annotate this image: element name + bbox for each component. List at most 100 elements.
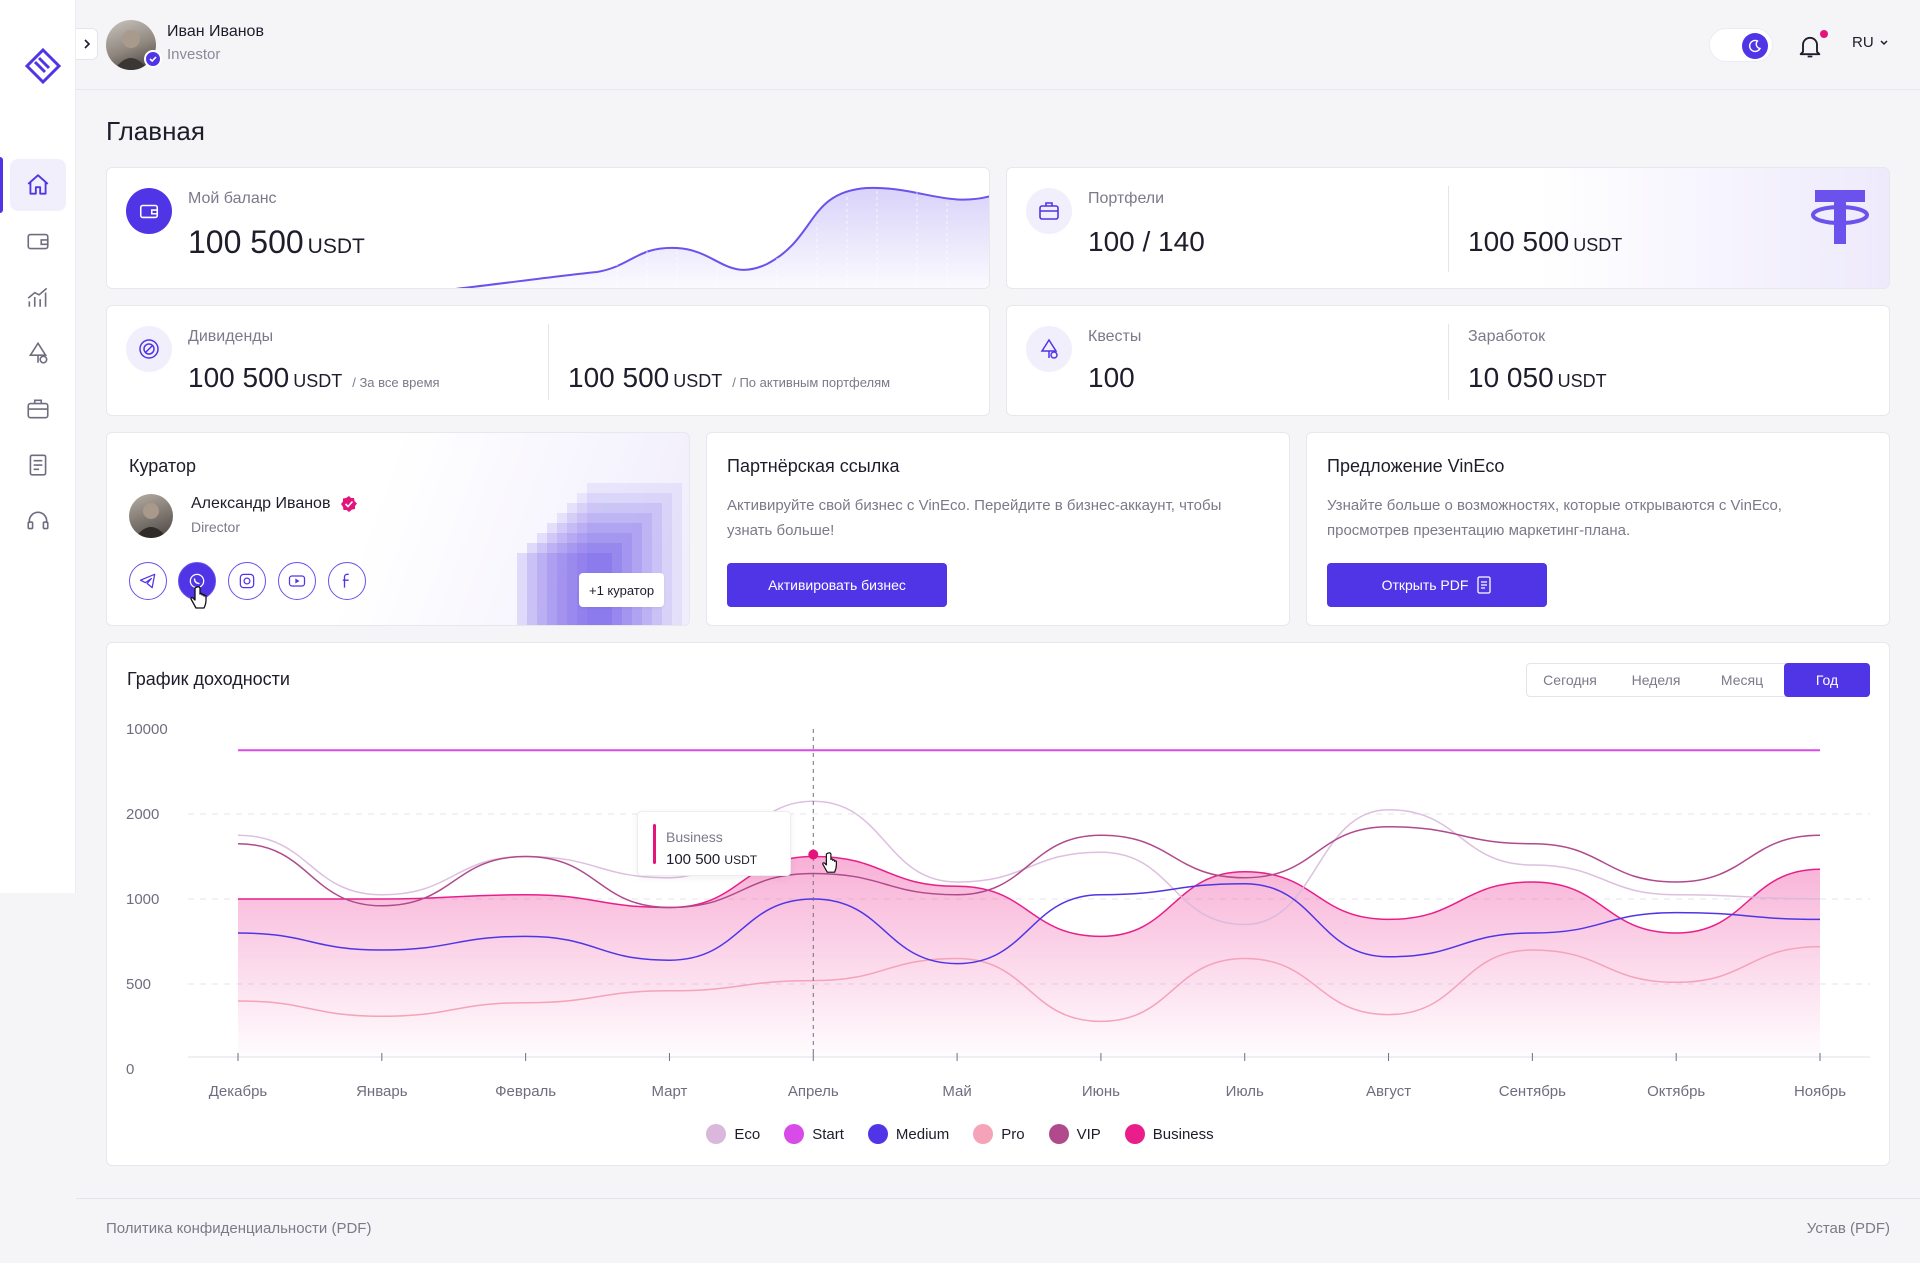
nav-home[interactable] (10, 159, 66, 211)
privacy-policy-link[interactable]: Политика конфиденциальности (PDF) (106, 1220, 372, 1237)
x-tick-label: Сентябрь (1499, 1083, 1566, 1100)
partner-text: Активируйте свой бизнес с VinEco. Перейд… (727, 497, 1222, 514)
facebook-button[interactable] (328, 562, 366, 600)
tab-month[interactable]: Месяц (1720, 672, 1764, 688)
quests-card: Квесты 100 Заработок 10 050 USDT (1006, 305, 1890, 416)
partner-card: Партнёрская ссылка Активируйте свой бизн… (706, 432, 1290, 626)
logo-icon[interactable] (23, 46, 63, 86)
verified-icon (341, 496, 358, 512)
offer-text: Узнайте больше о возможностях, которые о… (1327, 497, 1782, 514)
tooltip-value: 100 500 (666, 851, 721, 868)
tooltip-series: Business (666, 829, 723, 845)
user-name: Иван Иванов (167, 23, 264, 40)
nav-wallet[interactable] (10, 215, 66, 267)
legend-item-business[interactable]: Business (1124, 1124, 1214, 1144)
instagram-icon (239, 573, 255, 589)
telegram-button[interactable] (129, 562, 167, 600)
dividends-label: Дивиденды (188, 328, 274, 345)
dividends-card: Дивиденды 100 500 USDT / За все время 100 … (106, 305, 990, 416)
legend-swatch (1048, 1124, 1069, 1144)
youtube-button[interactable] (278, 562, 316, 600)
tab-year[interactable]: Год (1784, 663, 1870, 697)
document-icon (1477, 576, 1492, 594)
telegram-icon (139, 573, 156, 589)
footer-divider (76, 1198, 1920, 1199)
curator-avatar[interactable] (129, 494, 173, 538)
more-curators-button[interactable]: +1 куратор (579, 573, 665, 607)
legend-item-pro[interactable]: Pro (973, 1124, 1025, 1144)
nav-active-indicator (0, 157, 3, 213)
wallet-icon (126, 188, 172, 234)
hand-cursor-icon (822, 852, 837, 873)
x-tick-label: Декабрь (209, 1083, 268, 1100)
instagram-button[interactable] (228, 562, 266, 600)
chevron-right-icon (83, 39, 90, 49)
curator-role: Director (191, 519, 241, 535)
legend-label: VIP (1076, 1125, 1101, 1143)
legend-swatch (1124, 1124, 1145, 1144)
divider (548, 324, 549, 400)
portfolios-card: Портфели 100 / 140 100 500 USDT (1006, 167, 1890, 289)
nav-quests[interactable] (10, 327, 66, 379)
legend-item-start[interactable]: Start (784, 1124, 844, 1144)
y-tick-label: 10000 (126, 721, 168, 738)
x-tick-label: Июнь (1082, 1083, 1120, 1100)
y-tick-label: 500 (126, 976, 151, 993)
open-pdf-button[interactable]: Открыть PDF (1327, 563, 1547, 607)
legend-swatch (973, 1124, 994, 1144)
nav-analytics[interactable] (10, 271, 66, 323)
page-title: Главная (106, 116, 205, 146)
balance-label: Мой баланс (188, 190, 277, 207)
balance-sparkline (455, 186, 989, 288)
x-tick-label: Февраль (495, 1083, 556, 1100)
nav-support[interactable] (10, 495, 66, 547)
nav-portfolios[interactable] (10, 383, 66, 435)
notification-badge (1820, 30, 1828, 38)
y-tick-label: 1000 (126, 891, 159, 908)
y-tick-label: 0 (126, 1061, 134, 1078)
curator-title: Куратор (129, 456, 196, 476)
language-select[interactable]: RU (1852, 34, 1889, 51)
balance-value: 100 500 (188, 224, 304, 260)
chart-legend: Eco Start Medium Pro VIP Business (0, 1124, 1920, 1144)
series-line-vip (237, 825, 1821, 909)
header: Иван Иванов Investor RU (76, 0, 1920, 90)
quests-value: 100 (1088, 362, 1135, 393)
hover-point (808, 849, 819, 860)
x-tick-label: Март (652, 1083, 688, 1100)
x-tick-label: Январь (356, 1083, 408, 1100)
x-tick-label: Октябрь (1647, 1083, 1705, 1100)
portfolios-count: 100 / 140 (1088, 226, 1205, 257)
youtube-icon (288, 575, 306, 587)
offer-text-line2: просмотрев презентацию маркетинг-плана. (1327, 522, 1631, 539)
tree-icon (28, 341, 48, 364)
curator-name: Александр Иванов (191, 495, 331, 512)
earnings-unit: USDT (1557, 371, 1607, 391)
offer-title: Предложение VinEco (1327, 456, 1505, 476)
tab-today[interactable]: Сегодня (1543, 672, 1597, 688)
legend-label: Start (812, 1125, 844, 1143)
portfolios-unit: USDT (1573, 235, 1623, 255)
bell-icon[interactable] (1796, 32, 1824, 60)
legend-swatch (706, 1124, 727, 1144)
tab-week[interactable]: Неделя (1631, 672, 1681, 688)
legend-label: Medium (895, 1125, 950, 1143)
dividends-total-value: 100 500 (188, 362, 290, 393)
partner-text-line2: узнать больше! (727, 522, 835, 539)
legend-item-eco[interactable]: Eco (706, 1124, 760, 1144)
theme-toggle[interactable] (1709, 28, 1773, 62)
balance-card: Мой баланс 100 500 USDT (106, 167, 990, 289)
tree-icon (1026, 326, 1072, 372)
legend-item-medium[interactable]: Medium (867, 1124, 950, 1144)
activate-business-button[interactable]: Активировать бизнес (727, 563, 947, 607)
charter-link[interactable]: Устав (PDF) (1806, 1220, 1890, 1237)
chart-icon (27, 287, 48, 307)
tether-icon (1811, 190, 1869, 244)
sidebar-expand-button[interactable] (76, 28, 98, 60)
nav-documents[interactable] (10, 439, 66, 491)
x-tick-label: Апрель (788, 1083, 839, 1100)
legend-item-vip[interactable]: VIP (1048, 1124, 1101, 1144)
portfolios-value: 100 500 (1468, 226, 1570, 257)
dividends-active-unit: USDT (673, 371, 723, 391)
headset-icon (27, 511, 49, 530)
